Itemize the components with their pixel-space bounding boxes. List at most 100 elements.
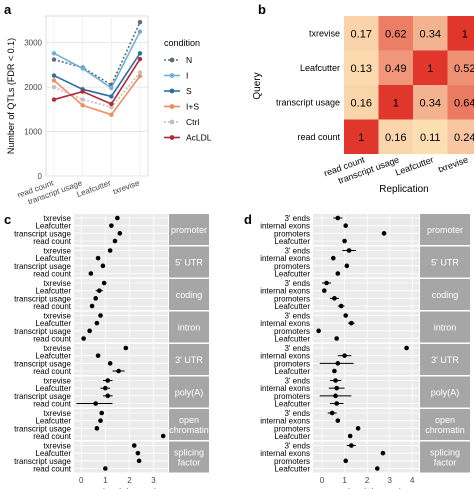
row-label: Leafcutter — [274, 465, 310, 474]
data-point — [137, 20, 143, 25]
legend-swatch-point — [169, 119, 175, 125]
enrichment-point — [330, 255, 336, 261]
enrichment-point — [117, 231, 123, 236]
heatmap-value: 0.49 — [385, 63, 406, 75]
heatmap-value: 0.17 — [351, 28, 372, 40]
heatmap-cell — [378, 119, 413, 154]
heatmap-value: 0.16 — [351, 97, 372, 109]
facet-strip — [420, 246, 470, 278]
x-tick-label: 1 — [342, 476, 347, 485]
row-label: promoters — [274, 229, 310, 238]
x-tick-label: 0 — [79, 476, 84, 485]
enrichment-point — [94, 426, 100, 431]
heatmap-value: 1 — [462, 28, 468, 40]
legend-label: Ctrl — [186, 117, 199, 127]
enrichment-point — [349, 443, 354, 448]
row-label: read count — [33, 302, 72, 311]
row-label: Leafcutter — [274, 367, 310, 376]
heatmap-value: 0.34 — [420, 97, 441, 109]
x-tick-label: 0 — [320, 476, 325, 485]
enrichment-point — [103, 385, 108, 391]
panel-label-b: b — [258, 2, 266, 17]
row-label: transcript usage — [14, 457, 71, 466]
row-label: txrevise — [43, 279, 71, 288]
row-label: read count — [33, 270, 72, 279]
heatmap-cell — [447, 16, 474, 51]
enrichment-point — [332, 296, 337, 301]
row-label: read count — [33, 465, 72, 474]
row-label: txrevise — [43, 377, 71, 386]
row-label: transcript usage — [14, 294, 71, 303]
facet-panel — [313, 344, 419, 375]
row-label: txrevise — [43, 442, 71, 451]
facet-strip-label: factor — [434, 458, 457, 468]
x-tick-label: txrevise — [112, 178, 141, 196]
enrichment-point — [334, 336, 339, 341]
enrichment-point — [98, 313, 103, 318]
row-label: Leafcutter — [35, 352, 71, 361]
y-tick-label: 3000 — [24, 39, 42, 48]
heatmap-value: 0.52 — [454, 63, 474, 75]
facet-panel — [74, 344, 168, 375]
data-point — [137, 51, 143, 56]
facet-strip — [169, 279, 209, 310]
heatmap-cell — [447, 119, 474, 154]
facet-panel — [74, 409, 168, 440]
heatmap-row-label: read count — [297, 132, 340, 142]
data-point — [109, 94, 114, 99]
heatmap-value: 0.34 — [420, 28, 441, 40]
legend-swatch-point — [169, 73, 175, 78]
facet-strip — [169, 441, 209, 473]
series-line-i — [53, 31, 141, 90]
row-label: internal exons — [260, 254, 310, 263]
row-label: 3' ends — [284, 409, 310, 418]
data-point — [51, 97, 57, 102]
data-point — [109, 112, 114, 117]
enrichment-point — [343, 223, 349, 228]
facet-strip-label: intron — [178, 323, 201, 333]
enrichment-point — [101, 280, 107, 286]
facet-strip-label: coding — [176, 290, 203, 300]
data-point — [51, 73, 57, 78]
enrichment-point — [347, 433, 353, 439]
row-label: internal exons — [260, 352, 310, 361]
enrichment-point — [107, 361, 113, 366]
enrichment-point — [343, 313, 349, 318]
enrichment-point — [116, 368, 121, 374]
row-label: Leafcutter — [35, 287, 71, 296]
row-label: Leafcutter — [35, 222, 71, 231]
legend-label: N — [186, 55, 192, 65]
heatmap-row-label: transcript usage — [276, 97, 340, 107]
enrichment-point — [107, 248, 113, 253]
enrichment-point — [334, 401, 339, 406]
heatmap-value: 0.64 — [454, 97, 474, 109]
row-label: transcript usage — [14, 359, 71, 368]
enrichment-point — [89, 303, 95, 309]
heatmap-value: 1 — [393, 97, 399, 109]
facet-strip — [169, 246, 209, 278]
facet-strip-label: chromatin — [169, 425, 209, 435]
enrichment-point — [321, 288, 327, 293]
heatmap-value: 0.11 — [420, 132, 441, 144]
enrichment-point — [335, 418, 341, 423]
facet-panel — [74, 214, 168, 245]
facet-strip-label: chromatin — [425, 425, 465, 435]
row-label: txrevise — [43, 344, 71, 353]
heatmap-value: 0.24 — [454, 132, 474, 144]
enrichment-point — [338, 303, 344, 309]
legend-label: I+S — [186, 102, 199, 112]
heatmap-value: 0.62 — [385, 28, 406, 40]
facet-strip — [169, 409, 209, 440]
enrichment-point — [160, 433, 166, 439]
enrichment-point — [329, 410, 335, 416]
heatmap-cell — [344, 119, 379, 154]
enrichment-point — [335, 215, 341, 221]
legend-label: AcLDL — [186, 133, 212, 143]
facet-strip-label: 3' UTR — [175, 355, 203, 365]
y-axis-title: Query — [252, 72, 263, 99]
enrichment-point — [342, 238, 347, 244]
facet-strip — [420, 441, 470, 473]
panel-label-d: d — [244, 212, 252, 227]
facet-strip-label: splicing — [174, 448, 204, 458]
